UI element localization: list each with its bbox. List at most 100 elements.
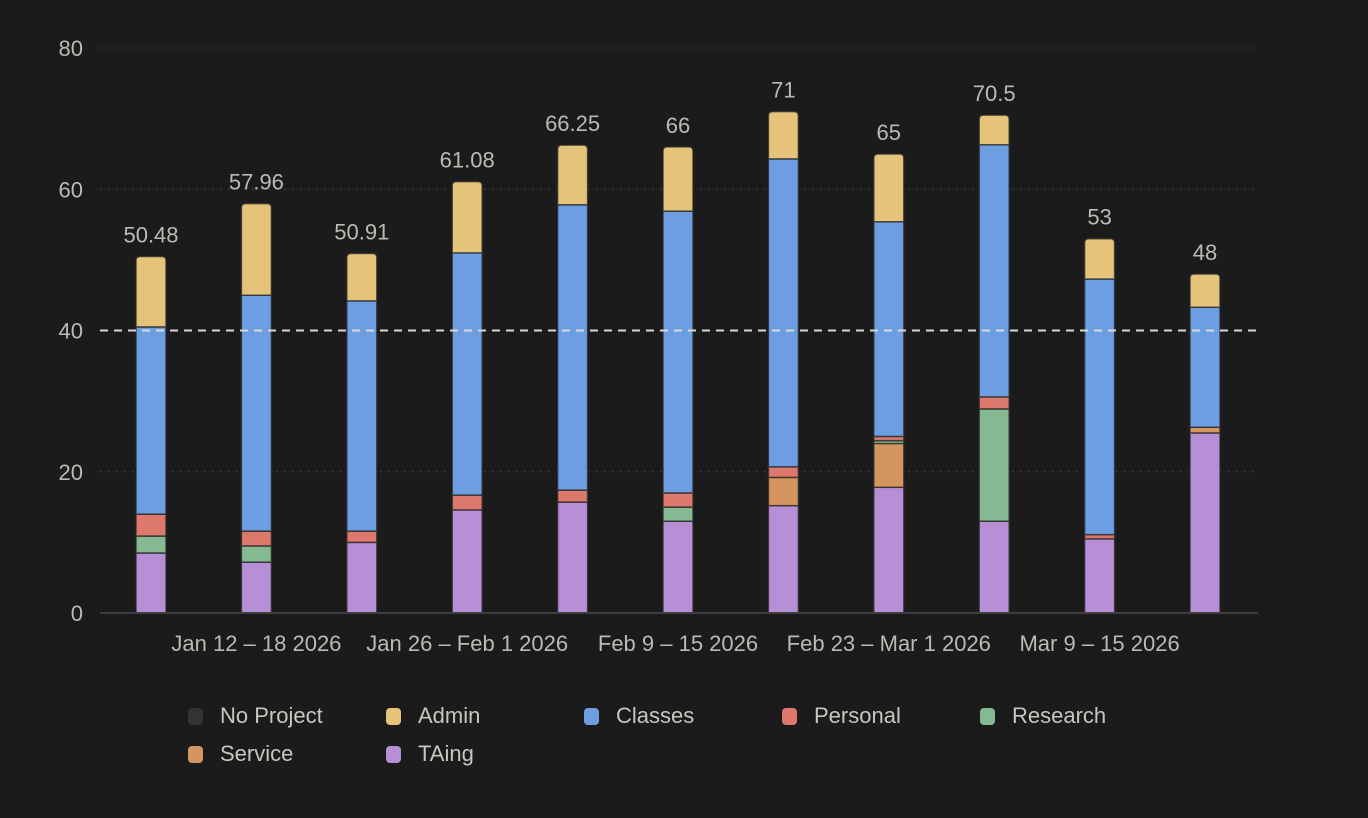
legend-swatch-icon [188,745,203,763]
total-label: 71 [771,78,795,103]
bar-stack [240,202,273,614]
bar-stack [662,146,694,614]
bar-segment-personal [135,513,167,537]
bar-segment-admin [662,146,694,212]
bar-segment-classes [240,294,273,532]
bar-segment-admin [1189,273,1221,308]
bar-stack [135,255,167,614]
bar-stack [451,180,483,614]
legend-item-personal[interactable]: Personal [782,702,901,730]
bar-segment-personal [451,494,483,511]
bar-segment-service [1189,426,1221,434]
bar-segment-taing [240,561,273,614]
bar-segment-classes [1083,278,1116,536]
bar-segment-personal [978,396,1010,410]
bar-segment-taing [556,501,589,614]
bar-segment-service [873,442,905,489]
bar-segment-personal [662,492,694,508]
legend-label: TAing [418,741,474,766]
total-label: 66 [666,113,690,138]
legend-swatch-icon [386,707,401,725]
legend-swatch-icon [584,707,599,725]
x-tick-label: Feb 23 – Mar 1 2026 [787,631,991,656]
bar-segment-classes [978,144,1010,398]
bar-segment-admin [1083,237,1116,280]
bar-stack [1083,237,1116,614]
grid-lines [100,47,1258,473]
bar-segment-taing [1189,432,1221,614]
y-tick-label: 80 [59,36,83,61]
bar-segment-taing [346,541,378,614]
bar-segment-admin [767,110,800,160]
legend-swatch-icon [386,745,401,763]
bar-segment-personal [767,466,800,479]
bar-segment-admin [135,255,167,328]
total-label: 50.91 [334,219,389,244]
legend-item-admin[interactable]: Admin [386,702,480,730]
bar-segment-classes [767,158,800,468]
bar-segment-admin [451,180,483,254]
bar-stack [1189,273,1221,614]
y-tick-label: 40 [59,319,83,344]
bar-segment-taing [451,509,483,614]
bar-segment-personal [240,530,273,547]
bar-segment-classes [1189,306,1221,429]
legend-item-no-project[interactable]: No Project [188,702,323,730]
total-label: 70.5 [973,81,1016,106]
y-tick-label: 20 [59,460,83,485]
bar-segment-admin [556,144,589,206]
bar-segment-classes [135,326,167,515]
y-tick-label: 60 [59,177,83,202]
y-axis-ticks: 0 20 40 60 80 [59,36,83,626]
bar-segment-admin [346,252,378,302]
y-tick-label: 0 [71,601,83,626]
legend-item-service[interactable]: Service [188,740,293,768]
bar-stack [767,110,800,614]
bar-segment-classes [556,204,589,491]
total-label: 66.25 [545,111,600,136]
legend-item-classes[interactable]: Classes [584,702,694,730]
x-tick-label: Jan 26 – Feb 1 2026 [366,631,568,656]
bar-segment-classes [662,210,694,494]
bar-segment-taing [135,552,167,614]
total-label: 65 [877,120,901,145]
bar-segment-research [662,506,694,522]
total-label: 53 [1087,205,1111,230]
legend-swatch-icon [188,707,203,725]
bar-segment-classes [346,300,378,532]
x-tick-label: Mar 9 – 15 2026 [1019,631,1179,656]
bars [135,110,1221,614]
total-label: 57.96 [229,170,284,195]
legend-swatch-icon [782,707,797,725]
legend-label: Research [1012,703,1107,728]
bar-segment-research [135,535,167,554]
x-tick-label: Feb 9 – 15 2026 [598,631,758,656]
bar-stack [346,252,378,614]
legend-label: Classes [616,703,695,728]
x-axis-ticks: Jan 12 – 18 2026 Jan 26 – Feb 1 2026 Feb 9… [171,631,1179,656]
bar-segment-admin [240,202,273,296]
bar-segment-research [978,408,1010,522]
bar-segment-admin [873,153,905,223]
legend-label: Service [220,741,294,766]
legend-item-research[interactable]: Research [980,702,1106,730]
bar-segment-taing [662,520,694,614]
bar-segment-research [240,545,273,563]
bar-segment-personal [346,530,378,544]
legend-swatch-icon [980,707,995,725]
bar-stack [556,144,589,614]
bar-segment-service [767,476,800,507]
legend-label: Admin [418,703,481,728]
legend-item-taing[interactable]: TAing [386,740,474,768]
bar-segment-taing [978,520,1010,614]
bar-stack [873,153,905,614]
legend-label: No Project [220,703,323,728]
bar-segment-taing [767,504,800,614]
total-labels: 50.48 57.96 50.91 61.08 66.25 66 71 65 70.5 53 48 [123,78,1217,265]
stacked-bar-chart: 0 20 40 60 80 50.48 57.96 50.91 61.08 66.25 66 71 6… [59,36,1258,656]
total-label: 61.08 [440,148,495,173]
bar-segment-classes [451,252,483,496]
bar-segment-taing [1083,538,1116,614]
bar-segment-admin [978,114,1010,146]
bar-segment-taing [873,486,905,614]
